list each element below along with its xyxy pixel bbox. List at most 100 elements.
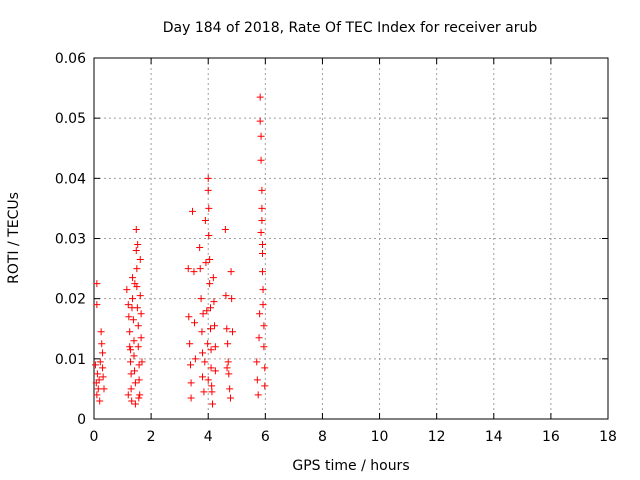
data-point xyxy=(131,379,139,387)
data-point xyxy=(127,385,135,393)
data-point xyxy=(123,286,131,294)
data-point xyxy=(135,376,143,384)
data-point xyxy=(204,376,212,384)
x-tick-label: 16 xyxy=(542,429,560,445)
data-point xyxy=(128,397,136,405)
data-point xyxy=(256,310,264,318)
x-tick-label: 2 xyxy=(147,429,156,445)
data-point xyxy=(128,304,136,312)
x-tick-label: 10 xyxy=(371,429,389,445)
data-point xyxy=(131,280,139,288)
data-point xyxy=(259,301,267,309)
data-point xyxy=(206,280,214,288)
data-point xyxy=(190,268,198,276)
data-point xyxy=(209,400,217,408)
data-point xyxy=(209,274,217,282)
data-point xyxy=(201,216,209,224)
data-point xyxy=(135,361,143,369)
data-point xyxy=(99,373,107,381)
data-point xyxy=(129,316,137,324)
data-point xyxy=(187,394,195,402)
chart-title: Day 184 of 2018, Rate Of TEC Index for r… xyxy=(163,20,538,36)
data-point xyxy=(98,340,106,348)
data-point xyxy=(204,186,212,194)
data-point xyxy=(226,385,234,393)
data-point xyxy=(253,358,261,366)
data-point xyxy=(199,373,207,381)
data-point xyxy=(207,346,215,354)
data-point xyxy=(93,370,101,378)
data-point xyxy=(223,364,231,372)
data-point xyxy=(227,268,235,276)
x-tick-label: 4 xyxy=(204,429,213,445)
data-point xyxy=(187,379,195,387)
data-point xyxy=(225,370,233,378)
data-point xyxy=(134,322,142,330)
y-tick-label: 0.04 xyxy=(55,171,86,187)
data-point xyxy=(258,241,266,249)
data-point xyxy=(130,352,138,360)
data-point xyxy=(224,340,232,348)
data-point xyxy=(136,292,144,300)
data-point xyxy=(132,247,140,255)
data-point xyxy=(129,295,137,303)
data-point xyxy=(136,391,144,399)
data-point xyxy=(96,358,104,366)
axis-ticks: 0 2 4 6 8 10 12 14 16 18 0 0.01 0.02 0.03 0.04 0.05 0.06 xyxy=(55,51,617,445)
data-point xyxy=(99,349,107,357)
data-point xyxy=(256,93,264,101)
data-point xyxy=(129,274,137,282)
data-point xyxy=(187,361,195,369)
data-point xyxy=(137,334,145,342)
data-point xyxy=(203,307,211,315)
data-point xyxy=(206,256,214,264)
data-point xyxy=(138,358,146,366)
data-point xyxy=(257,132,265,140)
data-point xyxy=(130,337,138,345)
y-tick-label: 0.01 xyxy=(55,352,86,368)
data-point xyxy=(97,328,105,336)
data-point xyxy=(196,244,204,252)
data-point xyxy=(257,156,265,164)
y-tick-label: 0.03 xyxy=(55,232,86,248)
x-tick-label: 6 xyxy=(261,429,270,445)
data-point xyxy=(254,391,262,399)
data-point xyxy=(131,367,139,375)
data-point xyxy=(126,328,134,336)
data-point xyxy=(126,343,134,351)
data-point xyxy=(260,343,268,351)
data-point xyxy=(205,204,213,212)
y-tick-label: 0.06 xyxy=(55,51,86,67)
data-point xyxy=(257,228,265,236)
data-point xyxy=(127,346,135,354)
data-point xyxy=(134,343,142,351)
data-point xyxy=(259,286,267,294)
data-point xyxy=(258,250,266,258)
data-point xyxy=(137,310,145,318)
data-point xyxy=(199,349,207,357)
data-point xyxy=(93,301,101,309)
y-axis-label: ROTI / TECUs xyxy=(6,192,22,284)
data-point xyxy=(99,364,107,372)
data-point xyxy=(131,400,139,408)
data-point xyxy=(185,313,193,321)
data-point xyxy=(184,265,192,273)
data-point xyxy=(253,376,261,384)
data-point xyxy=(135,394,143,402)
data-point xyxy=(226,394,234,402)
data-point xyxy=(189,207,197,215)
data-point xyxy=(207,304,215,312)
data-point xyxy=(205,231,213,239)
data-point xyxy=(208,382,216,390)
data-point xyxy=(260,322,268,330)
data-points xyxy=(91,93,269,408)
data-point xyxy=(191,319,199,327)
data-point xyxy=(124,301,132,309)
data-point xyxy=(261,382,269,390)
grid-lines xyxy=(94,58,608,419)
data-point xyxy=(208,388,216,396)
x-axis-label: GPS time / hours xyxy=(292,458,409,474)
x-tick-label: 14 xyxy=(485,429,503,445)
data-point xyxy=(258,216,266,224)
data-point xyxy=(255,334,263,342)
